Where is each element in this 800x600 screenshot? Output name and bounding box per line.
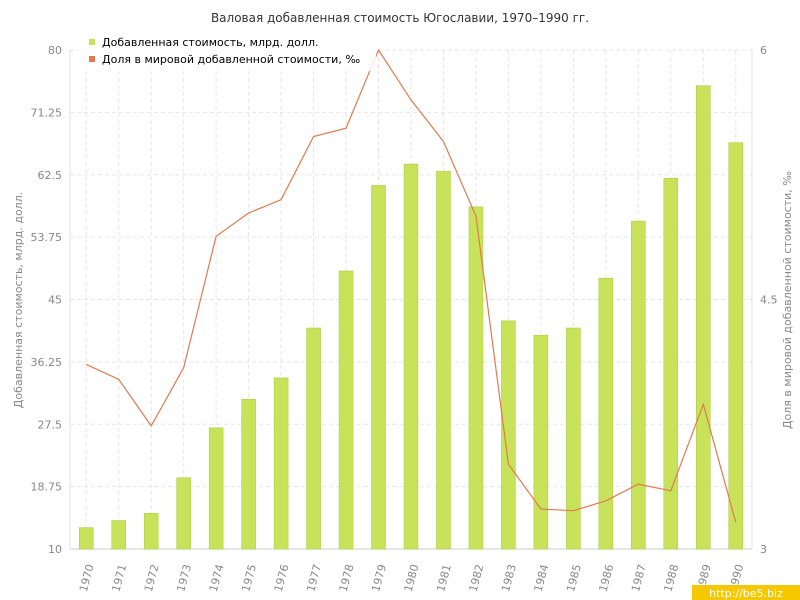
legend-swatch-bar — [89, 39, 95, 45]
line-point-1987[interactable] — [636, 482, 641, 487]
x-tick-label: 1980 — [402, 563, 422, 593]
left-tick-label: 27.5 — [38, 418, 63, 431]
bar-1989[interactable] — [696, 85, 711, 550]
left-tick-label: 45 — [48, 294, 62, 307]
line-point-1986[interactable] — [603, 498, 608, 503]
x-axis-ticks: 1970 1971 1972 1973 1974 1975 1976 1977 1978 1979… — [77, 563, 746, 593]
legend-swatch-line — [89, 56, 95, 62]
line-point-1978[interactable] — [344, 126, 349, 131]
bar-1985[interactable] — [566, 327, 581, 550]
left-tick-label: 10 — [48, 543, 62, 556]
chart-title: Валовая добавленная стоимость Югославии,… — [211, 11, 589, 25]
line-point-1990[interactable] — [733, 520, 738, 525]
line-point-1972[interactable] — [149, 423, 154, 428]
line-point-1977[interactable] — [311, 134, 316, 139]
x-tick-label: 1978 — [337, 563, 357, 593]
bar-1990[interactable] — [728, 142, 744, 550]
x-tick-label: 1988 — [662, 563, 682, 593]
bar-series — [78, 85, 744, 550]
line-point-1974[interactable] — [214, 234, 219, 239]
line-point-1984[interactable] — [538, 507, 543, 512]
line-point-1979[interactable] — [376, 48, 381, 53]
bar-1976[interactable] — [273, 377, 289, 550]
line-point-1980[interactable] — [409, 97, 414, 102]
bar-1972[interactable] — [143, 513, 159, 550]
left-tick-label: 80 — [48, 44, 62, 57]
watermark-text: http://be5.biz — [709, 587, 783, 600]
line-point-1970[interactable] — [84, 362, 89, 367]
left-axis-title: Добавленная стоимость, млрд. долл. — [12, 192, 25, 408]
bar-1973[interactable] — [176, 477, 191, 550]
share-line[interactable] — [85, 48, 737, 523]
left-tick-label: 36.25 — [31, 356, 63, 369]
bar-1981[interactable] — [436, 170, 451, 550]
bar-1979[interactable] — [371, 185, 386, 550]
x-tick-label: 1981 — [434, 563, 454, 593]
left-tick-label: 71.25 — [31, 106, 63, 119]
bar-1982[interactable] — [468, 206, 484, 550]
x-tick-label: 1983 — [499, 563, 519, 593]
left-tick-label: 62.5 — [38, 169, 63, 182]
x-tick-label: 1982 — [467, 563, 487, 593]
line-point-1988[interactable] — [668, 488, 673, 493]
bar-1984[interactable] — [533, 334, 549, 550]
bar-1971[interactable] — [111, 520, 126, 550]
x-tick-label: 1977 — [304, 563, 324, 593]
line-point-1981[interactable] — [441, 139, 446, 144]
bar-1988[interactable] — [663, 178, 679, 550]
x-tick-label: 1971 — [109, 563, 129, 593]
x-tick-label: 1987 — [629, 563, 649, 593]
bar-1970[interactable] — [78, 527, 94, 550]
x-tick-label: 1979 — [369, 563, 389, 593]
legend-label-bar: Добавленная стоимость, млрд. долл. — [102, 36, 318, 49]
right-tick-label: 3 — [760, 543, 767, 556]
line-point-1982[interactable] — [473, 214, 478, 219]
line-point-1985[interactable] — [571, 508, 576, 513]
left-axis-ticks: 10 18.75 27.5 36.25 45 53.75 62.5 71.25 80 — [31, 44, 63, 556]
bar-1986[interactable] — [598, 277, 614, 550]
line-point-1976[interactable] — [279, 197, 284, 202]
line-point-1989[interactable] — [701, 402, 706, 407]
bar-1974[interactable] — [208, 427, 224, 550]
right-axis-ticks: 34.56 — [760, 44, 778, 556]
bar-1980[interactable] — [403, 163, 419, 550]
x-tick-label: 1986 — [597, 563, 617, 593]
line-series — [84, 48, 738, 525]
x-tick-label: 1976 — [272, 563, 292, 593]
line-point-1973[interactable] — [181, 365, 186, 370]
x-tick-label: 1970 — [77, 563, 97, 593]
right-axis-title: Доля в мировой добавленной стоимости, ‰ — [781, 171, 794, 429]
x-tick-label: 1985 — [564, 563, 584, 593]
bar-1987[interactable] — [631, 220, 646, 550]
x-tick-label: 1973 — [174, 563, 194, 593]
x-tick-label: 1975 — [239, 563, 259, 593]
watermark: http://be5.biz — [692, 585, 800, 600]
right-tick-label: 4.5 — [760, 294, 778, 307]
line-point-1971[interactable] — [116, 377, 121, 382]
bar-1975[interactable] — [241, 399, 256, 550]
line-point-1975[interactable] — [246, 211, 251, 216]
left-tick-label: 18.75 — [31, 481, 63, 494]
legend-background — [78, 33, 376, 71]
line-point-1983[interactable] — [506, 462, 511, 467]
x-tick-label: 1984 — [532, 563, 552, 593]
bar-1977[interactable] — [306, 327, 321, 550]
bar-1978[interactable] — [338, 270, 354, 550]
x-tick-label: 1972 — [142, 563, 162, 593]
legend: Добавленная стоимость, млрд. долл. Доля … — [78, 33, 376, 71]
bar-1983[interactable] — [501, 320, 516, 550]
left-tick-label: 53.75 — [31, 231, 63, 244]
right-tick-label: 6 — [760, 44, 767, 57]
watermark-background — [692, 585, 800, 600]
legend-label-line: Доля в мировой добавленной стоимости, ‰ — [102, 53, 360, 66]
x-tick-label: 1974 — [207, 563, 227, 593]
